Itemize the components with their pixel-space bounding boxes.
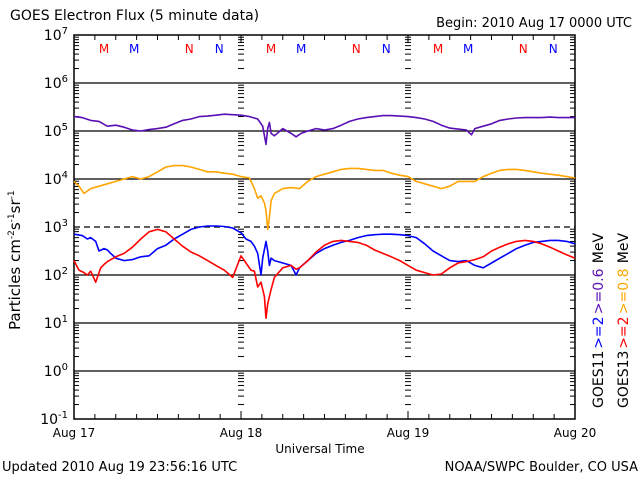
y-tick-label: 106 [44,74,68,92]
x-tick-label: Aug 18 [220,426,263,440]
noon-midnight-marker: N [352,42,361,56]
y-tick-exp: -1 [58,410,68,421]
legend-text: >=2 [616,316,632,348]
y-tick-base: 10 [40,412,58,428]
chart-title: GOES Electron Flux (5 minute data) [10,8,260,24]
updated-timestamp: Updated 2010 Aug 19 23:56:16 UTC [2,460,238,475]
y-tick-label: 102 [44,266,68,284]
series-line [73,113,575,146]
y-axis-label: Particles cm-2s-1sr-1 [6,190,24,330]
y-tick-label: 103 [44,218,68,236]
begin-time: Begin: 2010 Aug 17 0000 UTC [436,16,632,31]
series-line [73,228,576,320]
legend-text: >=2 [591,316,607,348]
noon-midnight-marker: N [185,42,194,56]
noon-midnight-marker: N [215,42,224,56]
noon-midnight-marker: M [266,42,276,56]
noon-midnight-marker: N [549,42,558,56]
series-line [73,164,576,231]
series-line [73,225,576,276]
y-tick-label: 100 [44,362,68,380]
ylabel-text: Particles cm-2s-1sr-1 [6,190,24,330]
y-tick-label: 107 [44,26,68,44]
noon-midnight-marker: M [296,42,306,56]
legend-text: >=0.8 [616,268,632,314]
legend-text: GOES11 [591,351,607,408]
y-tick-base: 10 [44,364,62,380]
noon-midnight-marker: M [463,42,473,56]
x-tick-label: Aug 19 [387,426,430,440]
legend-text: MeV [616,233,632,264]
noon-midnight-marker: N [519,42,528,56]
credit-text: NOAA/SWPC Boulder, CO USA [444,460,638,475]
noon-midnight-marker: M [129,42,139,56]
y-tick-exp: 1 [62,314,68,325]
y-tick-exp: 0 [62,362,68,373]
y-tick-exp: 7 [62,26,68,37]
y-tick-label: 104 [44,170,68,188]
y-tick-base: 10 [44,268,62,284]
legend-text: GOES13 [616,351,632,408]
noon-midnight-marker: M [433,42,443,56]
noon-midnight-marker: N [382,42,391,56]
y-tick-exp: 4 [62,170,68,181]
noon-midnight-marker: M [99,42,109,56]
y-tick-exp: 5 [62,122,68,133]
y-tick-exp: 2 [62,266,68,277]
legend-text: >=0.6 [591,268,607,314]
legend-text: MeV [591,233,607,264]
y-tick-base: 10 [44,124,62,140]
x-tick-label: Aug 17 [53,426,96,440]
y-tick-label: 105 [44,122,68,140]
y-tick-base: 10 [44,76,62,92]
y-tick-label: 101 [44,314,68,332]
y-tick-label: 10-1 [40,410,68,428]
y-tick-base: 10 [44,316,62,332]
y-tick-base: 10 [44,28,62,44]
y-tick-base: 10 [44,220,62,236]
x-axis-label: Universal Time [275,442,365,456]
x-tick-label: Aug 20 [554,426,597,440]
y-tick-base: 10 [44,172,62,188]
y-tick-exp: 6 [62,74,68,85]
y-tick-exp: 3 [62,218,68,229]
